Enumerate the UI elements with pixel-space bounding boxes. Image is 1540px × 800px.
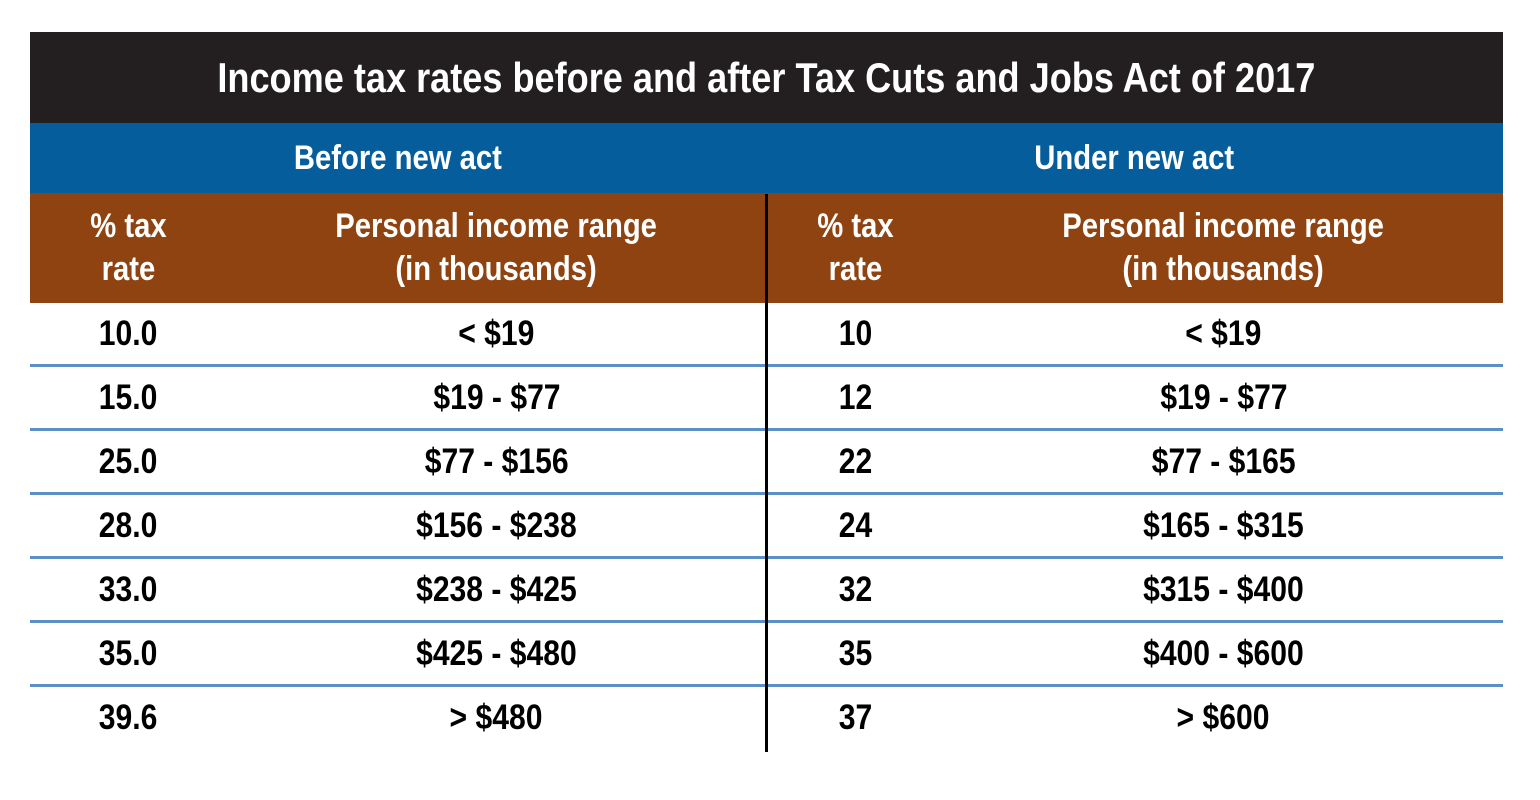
- after-rate-cell: 10: [766, 303, 944, 364]
- before-rate-value: 33.0: [99, 569, 158, 609]
- before-range-cell: $19 - $77: [227, 367, 766, 428]
- after-range-value: $165 - $315: [1143, 505, 1304, 545]
- before-range-cell: < $19: [227, 303, 766, 364]
- after-rate-cell: 37: [766, 687, 944, 748]
- after-rate-cell: 32: [766, 559, 944, 620]
- after-range-cell: > $600: [944, 687, 1503, 748]
- before-range-value: $238 - $425: [416, 569, 577, 609]
- after-range-cell: $400 - $600: [944, 623, 1503, 684]
- after-rate-value: 24: [838, 505, 872, 545]
- after-rate-value: 35: [838, 633, 872, 673]
- before-rate-cell: 10.0: [30, 303, 227, 364]
- header-before-range: Personal income range (in thousands): [227, 193, 766, 303]
- before-rate-value: 39.6: [99, 697, 158, 737]
- after-rate-cell: 22: [766, 431, 944, 492]
- header-before-rate: % tax rate: [30, 193, 227, 303]
- after-rate-cell: 12: [766, 367, 944, 428]
- before-range-cell: $77 - $156: [227, 431, 766, 492]
- after-range-cell: $315 - $400: [944, 559, 1503, 620]
- before-range-value: $156 - $238: [416, 505, 577, 545]
- before-rate-cell: 33.0: [30, 559, 227, 620]
- header-after-range: Personal income range (in thousands): [944, 193, 1503, 303]
- section-before: Before new act: [30, 123, 766, 193]
- after-range-value: $19 - $77: [1159, 377, 1288, 417]
- before-range-value: $19 - $77: [432, 377, 561, 417]
- after-rate-value: 32: [838, 569, 872, 609]
- before-range-cell: $238 - $425: [227, 559, 766, 620]
- after-rate-value: 37: [838, 697, 872, 737]
- after-range-value: $315 - $400: [1143, 569, 1304, 609]
- after-range-value: $77 - $165: [1151, 441, 1296, 481]
- after-rate-value: 22: [838, 441, 872, 481]
- after-range-value: $400 - $600: [1143, 633, 1304, 673]
- before-range-value: $77 - $156: [424, 441, 569, 481]
- before-range-cell: > $480: [227, 687, 766, 748]
- after-range-value: > $600: [1177, 697, 1270, 737]
- before-range-value: < $19: [458, 313, 535, 353]
- table-title: Income tax rates before and after Tax Cu…: [30, 32, 1503, 123]
- after-range-cell: $165 - $315: [944, 495, 1503, 556]
- after-rate-cell: 24: [766, 495, 944, 556]
- before-range-cell: $156 - $238: [227, 495, 766, 556]
- header-after-range-label: Personal income range (in thousands): [1062, 207, 1385, 288]
- header-after-rate-label: % tax rate: [816, 207, 894, 288]
- before-rate-cell: 39.6: [30, 687, 227, 748]
- after-rate-value: 10: [838, 313, 872, 353]
- before-rate-cell: 28.0: [30, 495, 227, 556]
- after-rate-value: 12: [838, 377, 872, 417]
- before-rate-value: 28.0: [99, 505, 158, 545]
- section-header-bar: Before new act Under new act: [30, 123, 1503, 193]
- section-after-label: Under new act: [1034, 138, 1235, 177]
- before-range-cell: $425 - $480: [227, 623, 766, 684]
- header-after-rate: % tax rate: [766, 193, 944, 303]
- section-after: Under new act: [766, 123, 1503, 193]
- before-rate-cell: 15.0: [30, 367, 227, 428]
- before-rate-cell: 35.0: [30, 623, 227, 684]
- section-before-label: Before new act: [293, 138, 502, 177]
- before-rate-value: 25.0: [99, 441, 158, 481]
- after-range-cell: < $19: [944, 303, 1503, 364]
- after-range-cell: $77 - $165: [944, 431, 1503, 492]
- before-rate-cell: 25.0: [30, 431, 227, 492]
- column-group-divider: [765, 194, 768, 752]
- after-rate-cell: 35: [766, 623, 944, 684]
- before-rate-value: 15.0: [99, 377, 158, 417]
- before-range-value: $425 - $480: [416, 633, 577, 673]
- header-before-rate-label: % tax rate: [90, 207, 167, 288]
- before-rate-value: 35.0: [99, 633, 158, 673]
- header-before-range-label: Personal income range (in thousands): [335, 207, 658, 288]
- before-rate-value: 10.0: [99, 313, 158, 353]
- after-range-cell: $19 - $77: [944, 367, 1503, 428]
- table-title-text: Income tax rates before and after Tax Cu…: [217, 53, 1316, 101]
- before-range-value: > $480: [450, 697, 543, 737]
- after-range-value: < $19: [1185, 313, 1262, 353]
- table-row: 39.6 > $480 37 > $600: [30, 687, 1503, 748]
